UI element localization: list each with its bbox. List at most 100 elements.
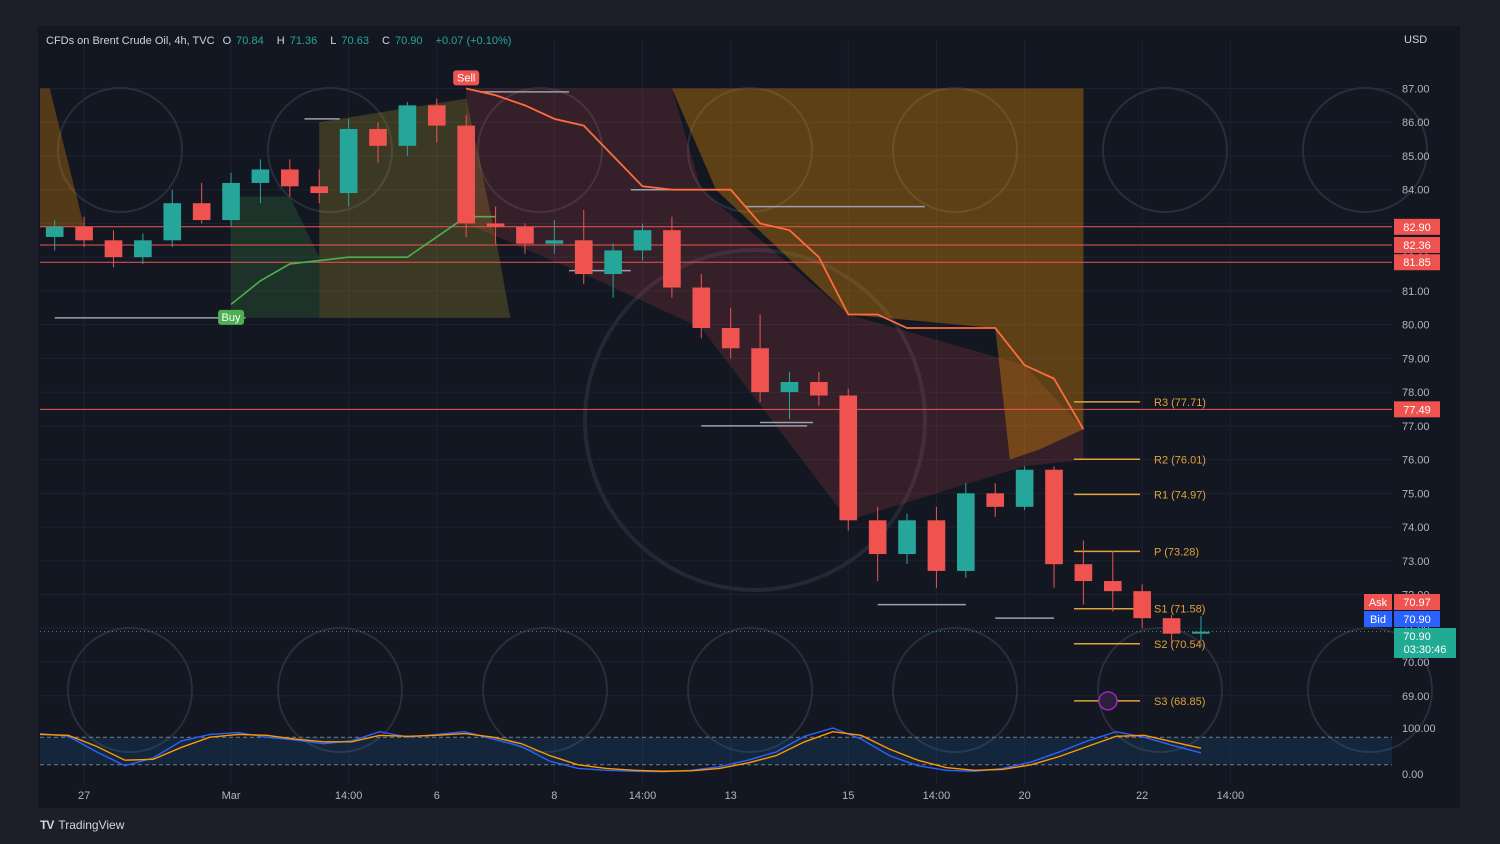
candlesticks — [45, 98, 1210, 646]
band-start — [40, 88, 85, 227]
candle-body — [574, 240, 593, 275]
price-tick-label: 79.00 — [1402, 353, 1430, 365]
pivot-label: R2 (76.01) — [1154, 454, 1206, 466]
candle-body — [1133, 591, 1151, 619]
price-tick-label: 75.00 — [1402, 488, 1430, 500]
high-value: 71.36 — [289, 35, 318, 47]
open-value: 70.84 — [236, 35, 264, 47]
candle — [427, 98, 446, 143]
level-price-tag-box — [1394, 237, 1440, 254]
price-tick-label: 77.00 — [1402, 421, 1430, 433]
candle-body — [692, 287, 711, 329]
time-tick-label: 14:00 — [335, 790, 363, 802]
candle-body — [281, 169, 299, 187]
price-tags: 82.90 82.36 81.85 77.49 Ask 70.97 Bid 70.90 70.9… — [1364, 218, 1456, 658]
pivot-label: R1 (74.97) — [1154, 489, 1206, 501]
candle-body — [1192, 631, 1210, 634]
candle — [192, 182, 211, 224]
level-price-tag-text: 81.85 — [1403, 257, 1431, 269]
brand-name: TradingView — [58, 818, 125, 832]
candle-body — [310, 186, 329, 194]
candle — [751, 314, 769, 403]
candle — [545, 220, 564, 254]
alert-icon — [1098, 691, 1118, 711]
watermark-seal — [687, 627, 813, 753]
candle-body — [545, 240, 564, 244]
candle — [604, 243, 622, 298]
watermark-seal — [892, 87, 1018, 213]
candle-body — [898, 520, 916, 555]
watermark-seal — [277, 627, 403, 753]
time-tick-label: 14:00 — [629, 790, 657, 802]
band-resistance — [671, 88, 1084, 460]
candle — [898, 513, 916, 565]
stochastic-d-line — [39, 730, 1202, 772]
candle — [1015, 466, 1034, 511]
candle — [1133, 584, 1151, 629]
candle-body — [810, 382, 828, 396]
candle — [251, 159, 270, 204]
price-tick-label: 84.00 — [1402, 185, 1430, 197]
candle — [780, 371, 799, 420]
stochastic-k-line — [39, 727, 1202, 773]
candle-body — [839, 395, 858, 521]
price-tick-label: 86.00 — [1402, 117, 1430, 129]
band-buy — [231, 196, 320, 318]
candle-body — [1162, 618, 1181, 634]
candle — [868, 506, 887, 582]
level-price-tag-text: 82.36 — [1403, 240, 1431, 252]
time-tick-label: 14:00 — [1217, 790, 1245, 802]
candle — [457, 115, 475, 237]
level-price-tag-text: 77.49 — [1403, 404, 1431, 416]
price-tick-label: 78.00 — [1402, 387, 1430, 399]
candle-body — [986, 493, 1005, 507]
bid-label-box — [1364, 611, 1392, 627]
tradingview-logo[interactable]: TV TradingView — [40, 818, 124, 832]
watermark-seal — [267, 87, 393, 213]
candle — [281, 159, 299, 197]
price-tick-label: 85.00 — [1402, 151, 1430, 163]
candle — [839, 388, 858, 531]
candle — [516, 223, 534, 254]
stochastic-oscillator — [39, 727, 1392, 773]
time-tick-label: 22 — [1136, 790, 1148, 802]
oscillator-band — [40, 737, 1392, 765]
price-tick-label: 80.00 — [1402, 320, 1430, 332]
time-tick-label: 27 — [78, 790, 90, 802]
watermark — [57, 87, 1433, 753]
watermark-seal — [1102, 87, 1228, 213]
candle-body — [134, 240, 152, 258]
candle-body — [339, 128, 358, 194]
signal-markers: Buy Sell — [218, 70, 1118, 711]
candle — [222, 172, 240, 227]
candle — [134, 233, 152, 264]
candle-body — [486, 223, 505, 227]
buy-signal: Buy — [218, 309, 245, 325]
last-price-box — [1394, 628, 1456, 658]
level-price-tag-box — [1394, 254, 1440, 271]
watermark-seal-large — [583, 248, 927, 592]
level-price-tag-box — [1394, 401, 1440, 418]
bid-price-tag-text: 70.90 — [1403, 614, 1431, 626]
pivot-label: P (73.28) — [1154, 546, 1199, 558]
level-price-tag-text: 82.90 — [1403, 222, 1431, 234]
ask-label-box — [1364, 594, 1392, 610]
candle — [104, 230, 123, 268]
candle-body — [398, 105, 417, 146]
candle-body — [604, 250, 622, 275]
candle — [163, 189, 182, 248]
candle-body — [957, 493, 975, 571]
watermark-seal — [477, 87, 603, 213]
candle — [1103, 550, 1122, 612]
candle-body — [457, 125, 475, 224]
candle-body — [163, 203, 182, 241]
buy-signal-box — [218, 309, 245, 325]
watermark-seal — [892, 627, 1018, 753]
pivot-label: S2 (70.54) — [1154, 639, 1205, 651]
candle-body — [927, 520, 946, 571]
watermark-seal — [67, 627, 193, 753]
candle-body — [751, 348, 769, 393]
candle — [1074, 540, 1093, 605]
candle-body — [1015, 469, 1034, 507]
